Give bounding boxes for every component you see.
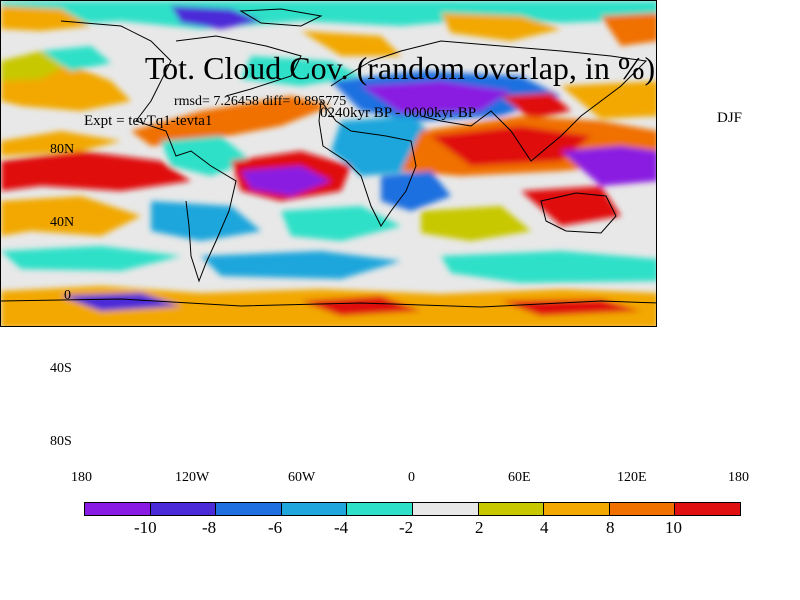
colorbar-label: -2 [399, 518, 414, 537]
colorbar-swatch [281, 503, 348, 515]
anomaly-patch [1, 6, 91, 31]
period-label: 0240kyr BP - 0000kyr BP [320, 105, 477, 121]
anomaly-patch [201, 251, 401, 279]
season-label: DJF [716, 110, 742, 126]
anomaly-patch [171, 6, 261, 29]
colorbar-swatch [609, 503, 676, 515]
colorbar-label: -6 [268, 518, 283, 537]
colorbar [84, 502, 741, 516]
anomaly-patch [161, 136, 251, 176]
anomaly-patch [1, 246, 181, 271]
coastline [540, 192, 617, 234]
lon-label: 60W [288, 470, 316, 485]
lon-label: 60E [508, 470, 531, 485]
coastline [239, 8, 323, 27]
lon-label: 180 [728, 470, 749, 485]
anomaly-patch [241, 166, 331, 196]
lat-label: 80S [50, 434, 72, 449]
anomaly-patch [431, 126, 591, 166]
lon-label: 120E [617, 470, 647, 485]
anomaly-patch [601, 13, 656, 46]
colorbar-swatch [412, 503, 479, 515]
coastline [175, 35, 302, 97]
lat-label: 40S [50, 361, 72, 376]
coastline [60, 20, 237, 283]
anomaly-patch [441, 13, 561, 41]
anomaly-patch [441, 251, 656, 283]
anomaly-patch [1, 1, 656, 29]
colorbar-label: -10 [134, 518, 157, 537]
anomaly-patch [241, 56, 361, 86]
lon-label: 120W [175, 470, 210, 485]
anomaly-patch [281, 206, 401, 241]
anomaly-patch [131, 96, 331, 146]
anomaly-patch [301, 296, 421, 316]
colorbar-label: 4 [540, 518, 549, 537]
colorbar-swatch [216, 503, 282, 515]
lat-label: 80N [50, 142, 75, 157]
colorbar-swatch [150, 503, 217, 515]
stats-text: rmsd= 7.26458 diff= 0.895775 [174, 94, 347, 109]
lat-label: 40N [50, 215, 75, 230]
experiment-label: Expt = tevTq1-tevta1 [84, 113, 213, 129]
lon-label: 0 [408, 470, 415, 485]
anomaly-patch [61, 293, 181, 311]
coastline [318, 99, 417, 227]
lat-label: 0 [64, 288, 71, 303]
coastline [330, 40, 648, 162]
coastline [1, 298, 656, 308]
anomaly-patch [561, 81, 656, 119]
anomaly-patch [41, 46, 111, 71]
anomaly-patch [1, 131, 121, 156]
anomaly-patch [521, 186, 621, 226]
cloud-anomaly-map [0, 0, 657, 327]
anomaly-patch [561, 146, 656, 186]
colorbar-label: 8 [606, 518, 615, 537]
colorbar-label: 2 [475, 518, 484, 537]
lon-label: 180 [71, 470, 92, 485]
anomaly-patch [151, 201, 261, 241]
colorbar-swatch [85, 503, 151, 515]
colorbar-label: -8 [202, 518, 217, 537]
anomaly-patch [361, 81, 511, 113]
colorbar-swatch [347, 503, 413, 515]
colorbar-label: 10 [665, 518, 682, 537]
anomaly-patch [501, 299, 641, 316]
anomaly-patch [1, 196, 141, 236]
map-title: Tot. Cloud Cov. (random overlap, in %) [144, 50, 656, 86]
colorbar-swatch [478, 503, 545, 515]
anomaly-patch [501, 93, 571, 119]
anomaly-patch [301, 31, 401, 56]
colorbar-swatch [544, 503, 610, 515]
colorbar-swatch [675, 503, 740, 515]
anomaly-patch [1, 151, 191, 191]
anomaly-patch [421, 206, 531, 241]
colorbar-label: -4 [334, 518, 349, 537]
